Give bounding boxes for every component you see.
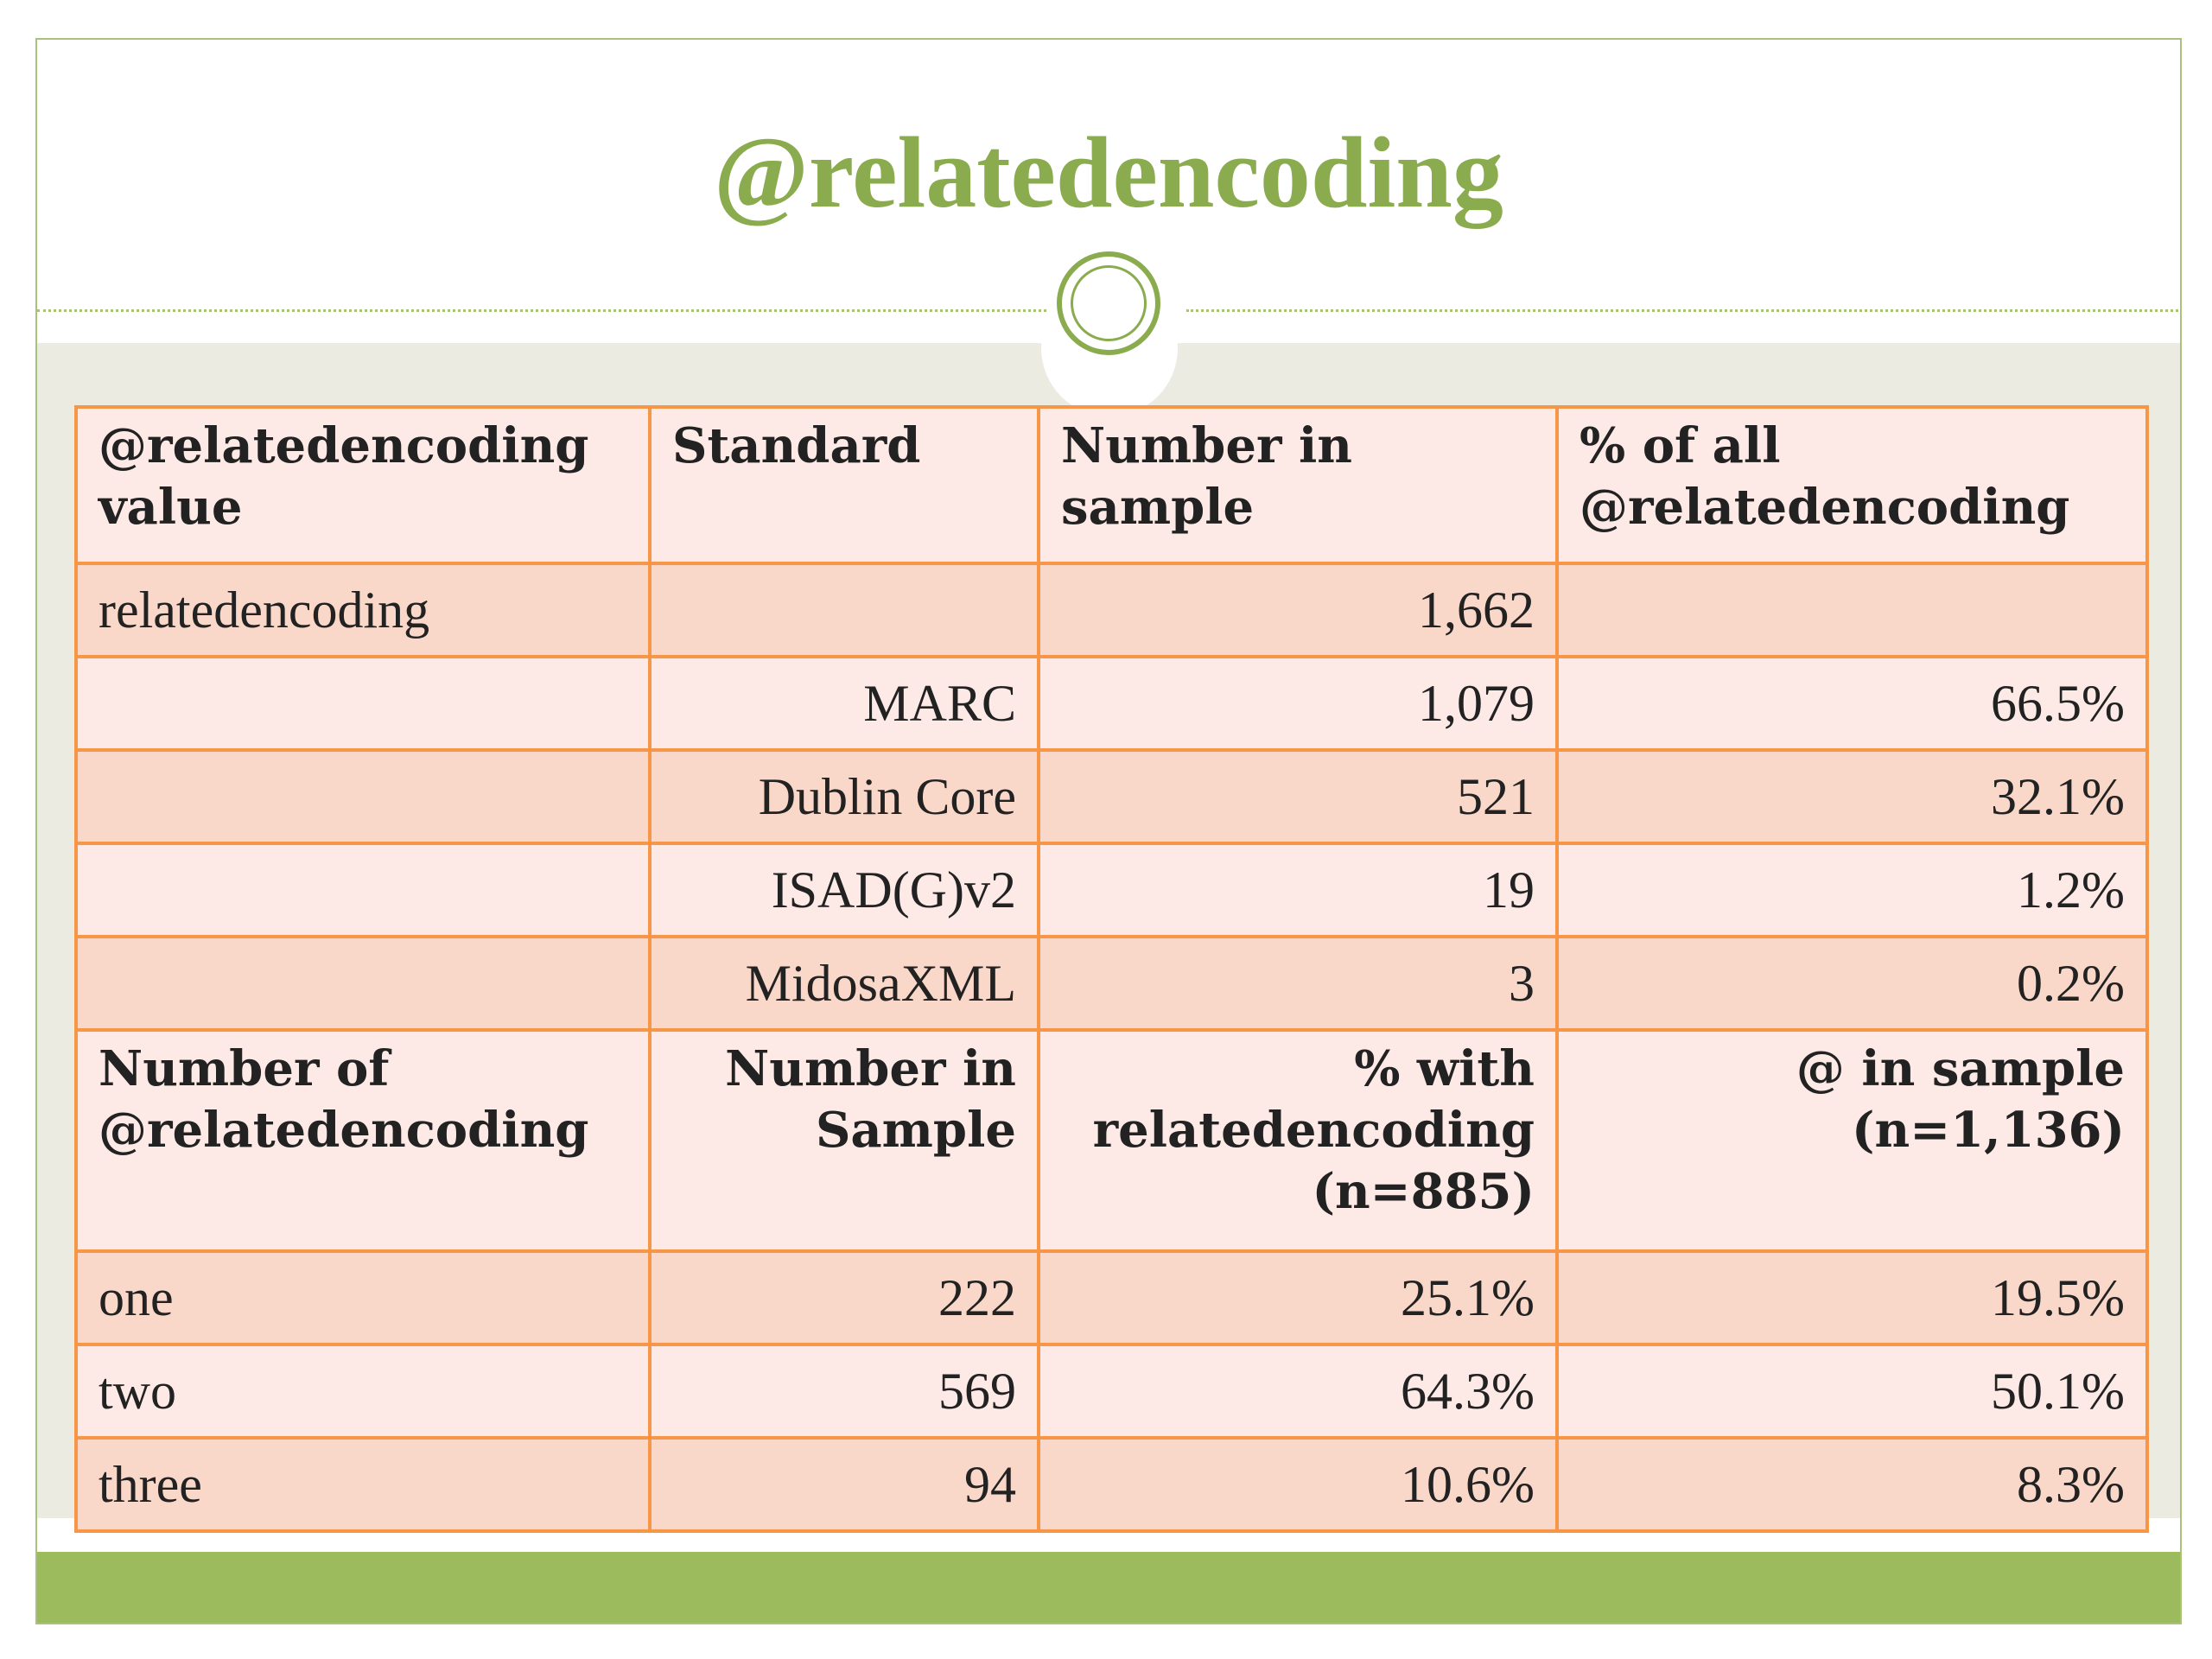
table-cell: 1,079 (1037, 655, 1559, 752)
table-row: three 94 10.6% 8.3% (74, 1436, 2149, 1533)
table-cell: 3 (1037, 935, 1559, 1032)
header-cell: Number in sample (1037, 405, 1559, 565)
footer-bar (37, 1552, 2180, 1623)
table-cell: two (74, 1343, 652, 1440)
table-cell: three (74, 1436, 652, 1533)
table-cell: Dublin Core (648, 748, 1040, 845)
table-cell: 32.1% (1555, 748, 2149, 845)
table-row: MARC 1,079 66.5% (74, 655, 2149, 752)
slide-title: @relatedencoding (714, 116, 1503, 229)
table-cell: relatedencoding (74, 562, 652, 658)
header-cell: % with relatedencoding (n=885) (1037, 1028, 1559, 1253)
table-cell: 66.5% (1555, 655, 2149, 752)
table-cell: 50.1% (1555, 1343, 2149, 1440)
header-cell: Standard (648, 405, 1040, 565)
table-row: ISAD(G)v2 19 1.2% (74, 842, 2149, 938)
header-cell: @ in sample (n=1,136) (1555, 1028, 2149, 1253)
header-cell: % of all @relatedencoding (1555, 405, 2149, 565)
header-cell: Number in Sample (648, 1028, 1040, 1253)
table-subheader-row: Number of @relatedencoding Number in Sam… (74, 1028, 2149, 1253)
table-cell: 25.1% (1037, 1249, 1559, 1346)
table-cell: 19.5% (1555, 1249, 2149, 1346)
table-cell: 10.6% (1037, 1436, 1559, 1533)
table-cell: 569 (648, 1343, 1040, 1440)
table-cell: ISAD(G)v2 (648, 842, 1040, 938)
table-row: relatedencoding 1,662 (74, 562, 2149, 658)
title-divider-right (1186, 309, 2180, 312)
table-cell: 1.2% (1555, 842, 2149, 938)
table-row: two 569 64.3% 50.1% (74, 1343, 2149, 1440)
title-divider-left (37, 309, 1046, 312)
circle-ornament-icon (1057, 251, 1160, 355)
table-row: MidosaXML 3 0.2% (74, 935, 2149, 1032)
table-cell: one (74, 1249, 652, 1346)
table-cell: 521 (1037, 748, 1559, 845)
table-cell: 8.3% (1555, 1436, 2149, 1533)
table-cell (1555, 562, 2149, 658)
table-cell: 222 (648, 1249, 1040, 1346)
table-cell: MidosaXML (648, 935, 1040, 1032)
slide: @relatedencoding @relatedencoding value … (35, 38, 2182, 1624)
table-cell: MARC (648, 655, 1040, 752)
table-cell (74, 842, 652, 938)
table-cell: 0.2% (1555, 935, 2149, 1032)
table-row: Dublin Core 521 32.1% (74, 748, 2149, 845)
circle-ornament-inner (1071, 265, 1147, 341)
table-cell (74, 935, 652, 1032)
table-cell: 94 (648, 1436, 1040, 1533)
table-header-row: @relatedencoding value Standard Number i… (74, 405, 2149, 565)
header-cell: @relatedencoding value (74, 405, 652, 565)
table-row: one 222 25.1% 19.5% (74, 1249, 2149, 1346)
table-cell: 1,662 (1037, 562, 1559, 658)
table-cell (74, 655, 652, 752)
table-cell: 64.3% (1037, 1343, 1559, 1440)
table-cell: 19 (1037, 842, 1559, 938)
table-cell (648, 562, 1040, 658)
data-table: @relatedencoding value Standard Number i… (74, 405, 2149, 1533)
table-cell (74, 748, 652, 845)
header-cell: Number of @relatedencoding (74, 1028, 652, 1253)
